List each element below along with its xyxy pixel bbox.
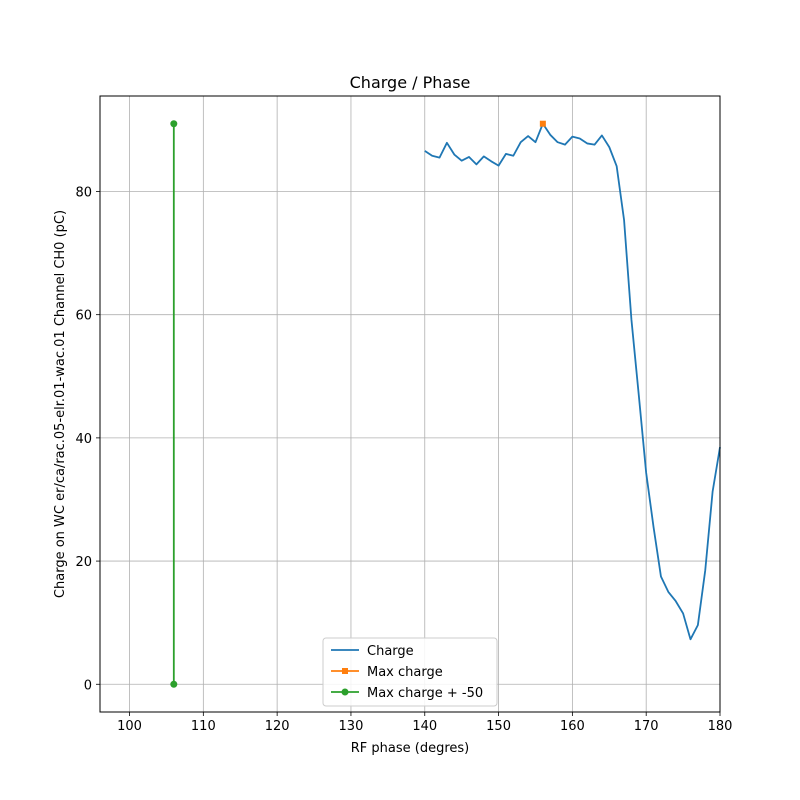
legend-label-max-charge: Max charge xyxy=(367,665,443,680)
y-tick-label: 20 xyxy=(75,555,92,570)
y-tick-label: 40 xyxy=(75,432,92,447)
legend-box xyxy=(322,637,498,707)
data-point xyxy=(170,120,178,128)
plot-frame xyxy=(99,95,721,713)
legend-entry-max-charge-minus-50: Max charge + -50 xyxy=(331,686,483,701)
legend: Charge Max charge Max charge + -50 xyxy=(322,637,498,707)
grid-lines xyxy=(100,96,721,712)
legend-marker-max-charge-minus-50 xyxy=(341,688,349,696)
series-max-charge-50 xyxy=(170,120,178,688)
x-tick-label: 100 xyxy=(117,719,142,734)
plot-series xyxy=(170,120,721,688)
y-tick-label: 60 xyxy=(75,309,92,324)
series-max-charge xyxy=(539,120,546,127)
x-tick-label: 180 xyxy=(708,719,733,734)
legend-entry-charge: Charge xyxy=(331,644,414,659)
x-axis-ticks: 100 110 120 130 140 150 160 170 180 xyxy=(117,712,732,734)
y-axis-label: Charge on WC er/ca/rac.05-elr.01-wac.01 … xyxy=(53,210,68,598)
data-point xyxy=(170,680,178,688)
x-tick-label: 140 xyxy=(412,719,437,734)
legend-entry-max-charge: Max charge xyxy=(331,665,443,680)
series-charge xyxy=(424,122,721,641)
x-axis-label: RF phase (degres) xyxy=(351,741,469,756)
legend-label-charge: Charge xyxy=(367,644,414,659)
data-point xyxy=(539,120,546,127)
y-axis-ticks: 0 20 40 60 80 xyxy=(75,185,100,693)
x-tick-label: 110 xyxy=(191,719,216,734)
series-line xyxy=(424,122,721,641)
x-tick-label: 170 xyxy=(634,719,659,734)
x-tick-label: 120 xyxy=(265,719,290,734)
x-tick-label: 160 xyxy=(560,719,585,734)
chart-title: Charge / Phase xyxy=(350,73,471,92)
legend-label-max-charge-minus-50: Max charge + -50 xyxy=(367,686,483,701)
x-tick-label: 150 xyxy=(486,719,511,734)
y-tick-label: 80 xyxy=(75,185,92,200)
x-tick-label: 130 xyxy=(339,719,364,734)
legend-marker-max-charge xyxy=(342,668,348,674)
y-tick-label: 0 xyxy=(84,678,92,693)
